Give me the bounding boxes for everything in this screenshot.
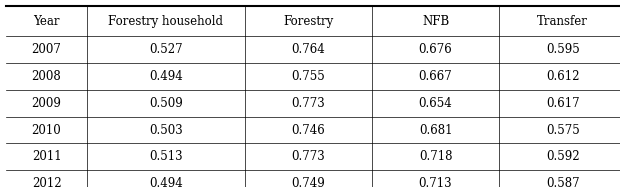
Text: 0.513: 0.513: [149, 150, 183, 163]
Text: 0.773: 0.773: [291, 150, 326, 163]
Text: Transfer: Transfer: [537, 15, 588, 27]
Text: 0.676: 0.676: [418, 43, 453, 56]
Text: 0.718: 0.718: [418, 150, 453, 163]
Text: 2011: 2011: [32, 150, 61, 163]
Text: 2012: 2012: [32, 177, 61, 187]
Text: 0.617: 0.617: [546, 97, 580, 110]
Text: 2008: 2008: [32, 70, 61, 83]
Text: 0.587: 0.587: [546, 177, 580, 187]
Text: 0.746: 0.746: [291, 124, 326, 137]
Text: Forestry: Forestry: [283, 15, 334, 27]
Text: 0.503: 0.503: [149, 124, 183, 137]
Text: 0.764: 0.764: [291, 43, 326, 56]
Text: 0.755: 0.755: [291, 70, 326, 83]
Text: 0.494: 0.494: [149, 70, 183, 83]
Text: 2007: 2007: [32, 43, 61, 56]
Text: 0.667: 0.667: [418, 70, 453, 83]
Text: 0.681: 0.681: [418, 124, 453, 137]
Text: NFB: NFB: [422, 15, 449, 27]
Text: 0.592: 0.592: [546, 150, 580, 163]
Text: 0.749: 0.749: [291, 177, 326, 187]
Text: 0.494: 0.494: [149, 177, 183, 187]
Text: Year: Year: [33, 15, 60, 27]
Text: 2010: 2010: [32, 124, 61, 137]
Text: 0.527: 0.527: [149, 43, 183, 56]
Text: 0.713: 0.713: [418, 177, 453, 187]
Text: 0.612: 0.612: [546, 70, 580, 83]
Text: 0.654: 0.654: [418, 97, 453, 110]
Text: Forestry household: Forestry household: [108, 15, 223, 27]
Text: 0.773: 0.773: [291, 97, 326, 110]
Text: 0.575: 0.575: [546, 124, 580, 137]
Text: 0.509: 0.509: [149, 97, 183, 110]
Text: 2009: 2009: [32, 97, 61, 110]
Text: 0.595: 0.595: [546, 43, 580, 56]
